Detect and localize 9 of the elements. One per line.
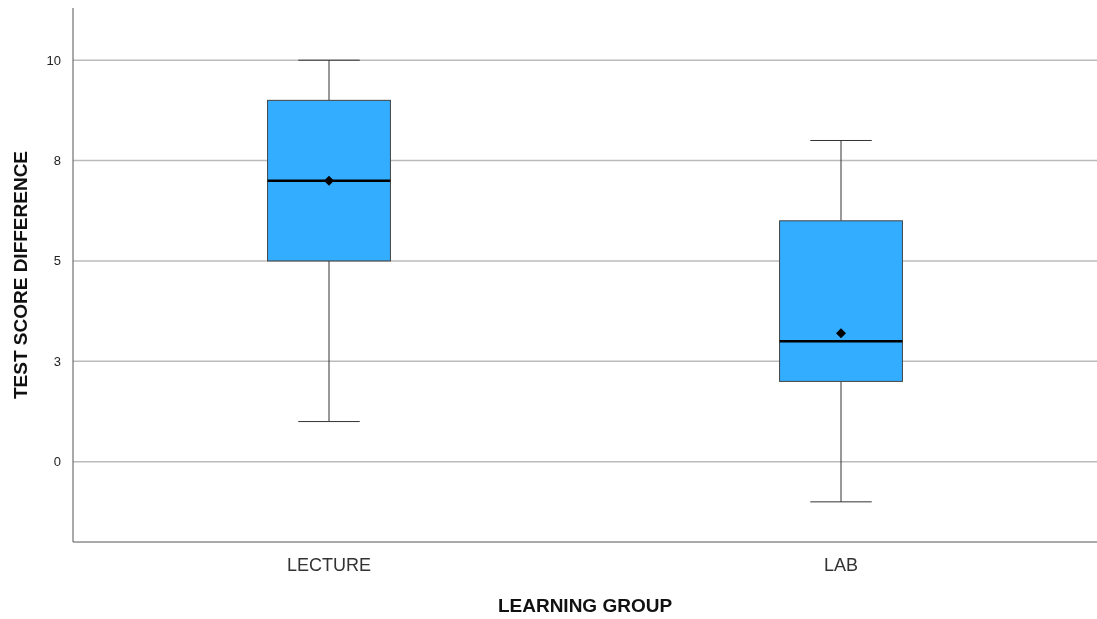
y-tick-label: 8 bbox=[53, 153, 61, 169]
y-tick-label: 5 bbox=[53, 253, 61, 269]
x-tick-label: LAB bbox=[823, 555, 859, 575]
x-tick-label: LECTURE bbox=[286, 555, 372, 575]
y-tick-label: 3 bbox=[53, 353, 61, 369]
x-axis-title: LEARNING GROUP bbox=[497, 595, 673, 616]
y-tick-label: 0 bbox=[53, 454, 61, 470]
y-axis-title: TEST SCORE DIFFERENCE bbox=[10, 150, 31, 400]
y-tick-label: 10 bbox=[46, 52, 61, 68]
